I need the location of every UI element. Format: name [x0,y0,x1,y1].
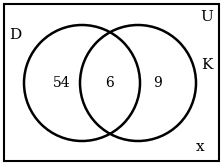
Text: D: D [9,28,21,42]
Text: x: x [196,140,204,154]
Text: 6: 6 [106,76,114,90]
Text: 54: 54 [53,76,71,90]
Text: 9: 9 [154,76,162,90]
Text: K: K [201,58,213,72]
Text: U: U [200,10,213,24]
